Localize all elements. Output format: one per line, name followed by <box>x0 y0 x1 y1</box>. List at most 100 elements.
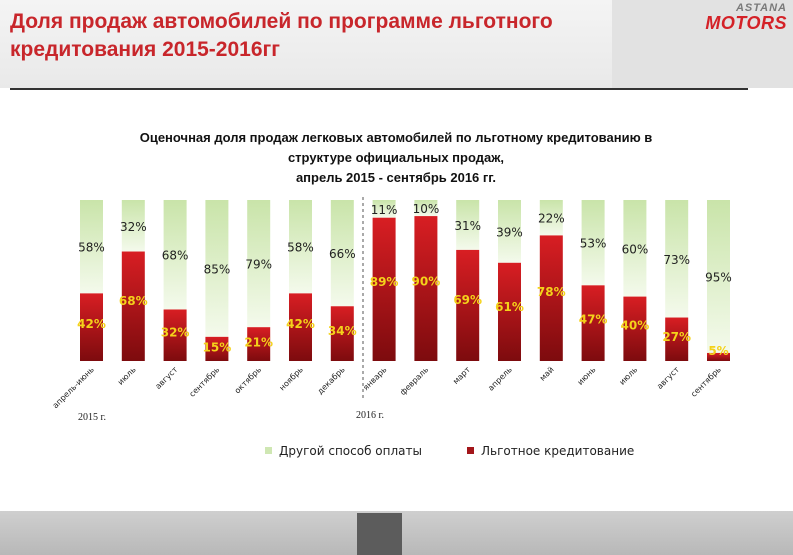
chart-title-line: апрель 2015 - сентябрь 2016 гг. <box>295 170 497 185</box>
bar-other-3 <box>205 200 229 337</box>
data-label-credit-1: 68% <box>119 294 148 308</box>
data-label-credit-4: 21% <box>244 335 273 349</box>
data-label-credit-13: 40% <box>621 319 650 333</box>
chart-title: Оценочная доля продаж легковых автомобил… <box>96 128 696 188</box>
data-label-other-2: 68% <box>162 249 189 263</box>
data-label-credit-8: 90% <box>412 274 441 288</box>
data-label-other-10: 39% <box>496 225 523 239</box>
tick-label-7: январь <box>361 365 388 392</box>
data-label-credit-9: 69% <box>453 293 482 307</box>
data-label-other-11: 22% <box>538 212 565 226</box>
data-label-credit-14: 27% <box>662 330 691 344</box>
bar-credit-13 <box>623 296 647 361</box>
bar-other-6 <box>330 200 354 307</box>
bar-other-10 <box>498 200 521 263</box>
legend-swatch-other <box>265 447 272 454</box>
tick-label-2: август <box>154 365 180 391</box>
data-label-other-12: 53% <box>580 237 607 251</box>
bar-credit-0 <box>80 293 103 361</box>
header-band-right <box>612 0 793 88</box>
tick-label-12: июнь <box>576 365 598 387</box>
tick-label-10: апрель <box>486 365 514 393</box>
data-label-credit-3: 15% <box>203 341 232 355</box>
bar-other-9 <box>456 200 480 250</box>
bar-credit-4 <box>247 327 271 361</box>
tick-label-13: июль <box>618 365 640 387</box>
bar-credit-14 <box>665 317 689 361</box>
bar-other-5 <box>289 200 312 294</box>
legend-label-credit: Льготное кредитование <box>481 444 635 458</box>
bar-other-0 <box>80 200 103 294</box>
data-label-other-9: 31% <box>454 219 481 233</box>
legend-label-other: Другой способ оплаты <box>279 444 422 458</box>
legend-swatch-credit <box>467 447 474 454</box>
bar-other-2 <box>163 200 187 310</box>
tick-label-15: сентябрь <box>689 365 723 399</box>
bar-other-12 <box>581 200 605 286</box>
tick-label-0: апрель-июнь <box>51 365 96 410</box>
logo-bottom-text: MOTORS <box>705 13 787 33</box>
data-label-credit-5: 42% <box>286 317 315 331</box>
data-label-other-13: 60% <box>622 242 649 256</box>
data-label-credit-0: 42% <box>77 317 106 331</box>
data-label-other-0: 58% <box>78 241 105 255</box>
header-divider <box>10 88 748 90</box>
data-label-other-15: 95% <box>705 270 732 284</box>
bar-other-1 <box>121 200 145 252</box>
data-label-other-6: 66% <box>329 247 356 261</box>
bar-other-7 <box>372 200 396 218</box>
bar-credit-15 <box>707 352 730 361</box>
bar-credit-3 <box>205 336 229 361</box>
tick-label-1: июль <box>116 365 138 387</box>
data-label-other-5: 58% <box>287 241 314 255</box>
bar-other-8 <box>414 200 438 217</box>
header-band <box>0 0 612 88</box>
data-label-credit-2: 32% <box>161 326 190 340</box>
data-label-credit-10: 61% <box>495 300 524 314</box>
astana-motors-logo: ASTANA MOTORS <box>705 2 787 32</box>
bar-other-13 <box>623 200 647 297</box>
bar-other-4 <box>247 200 271 328</box>
bar-credit-2 <box>163 309 187 361</box>
tick-label-8: февраль <box>398 365 430 397</box>
bar-credit-12 <box>581 285 605 361</box>
legend-item-credit: Льготное кредитование <box>467 444 634 458</box>
bar-credit-7 <box>372 217 396 361</box>
data-label-other-8: 10% <box>413 202 440 216</box>
data-label-other-1: 32% <box>120 220 147 234</box>
tick-label-3: сентябрь <box>188 365 222 399</box>
bar-other-11 <box>539 200 563 236</box>
bar-credit-6 <box>330 306 354 361</box>
bar-credit-9 <box>456 249 480 361</box>
data-label-credit-7: 89% <box>370 275 399 289</box>
page-title: Доля продаж автомобилей по программе льг… <box>10 10 553 61</box>
bar-other-14 <box>665 200 689 318</box>
tick-label-9: март <box>451 365 472 386</box>
tick-label-14: август <box>655 365 681 391</box>
bar-credit-10 <box>498 262 521 361</box>
bar-credit-5 <box>289 293 312 361</box>
data-label-credit-12: 47% <box>579 312 608 326</box>
data-label-other-7: 11% <box>371 203 398 217</box>
data-label-credit-11: 78% <box>537 285 566 299</box>
chart-title-line: структуре официальных продаж, <box>287 150 505 165</box>
year-label-2016: 2016 г. <box>356 410 384 421</box>
tick-label-11: май <box>538 365 556 383</box>
bar-other-15 <box>707 200 730 353</box>
data-label-other-3: 85% <box>204 262 231 276</box>
tick-label-5: ноябрь <box>278 365 306 393</box>
logo-top-text: ASTANA <box>735 2 787 14</box>
data-label-credit-15: 5% <box>708 344 728 358</box>
bar-credit-11 <box>539 235 563 361</box>
data-label-other-4: 79% <box>245 258 272 272</box>
tick-label-4: октябрь <box>233 365 264 396</box>
legend-item-other: Другой способ оплаты <box>265 444 422 458</box>
data-label-other-14: 73% <box>663 253 690 267</box>
bar-credit-1 <box>121 251 145 361</box>
bar-credit-8 <box>414 216 438 361</box>
tick-label-6: декабрь <box>316 365 347 396</box>
data-label-credit-6: 34% <box>328 324 357 338</box>
chart-title-line: Оценочная доля продаж легковых автомобил… <box>139 130 653 145</box>
footer-page-block <box>357 513 402 555</box>
